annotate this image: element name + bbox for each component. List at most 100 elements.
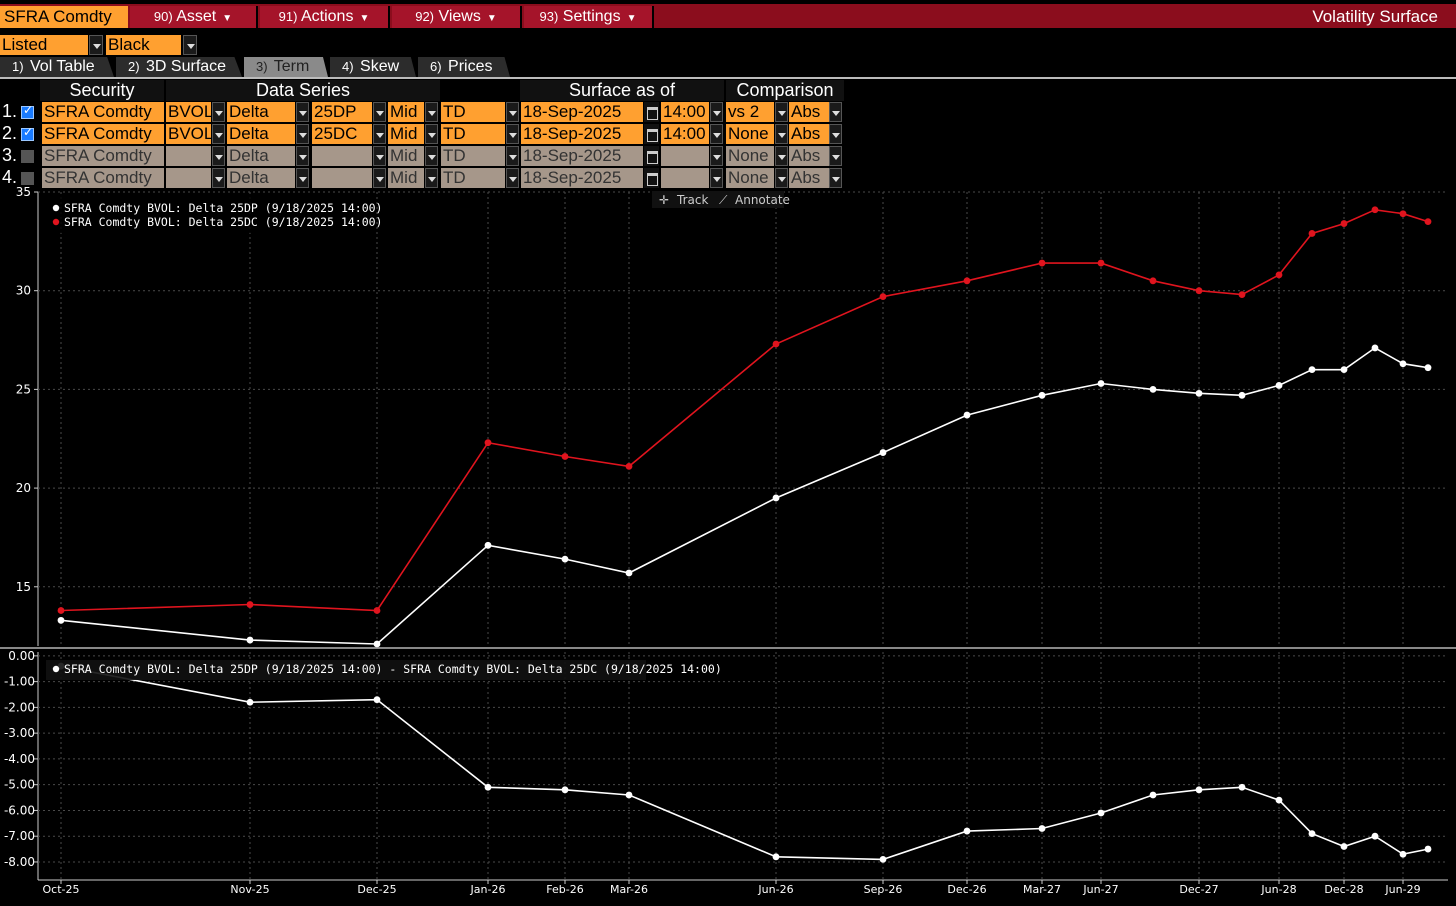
cell-security[interactable]: SFRA Comdty xyxy=(42,102,164,122)
cell-security[interactable]: SFRA Comdty xyxy=(42,146,164,166)
cell-source[interactable] xyxy=(166,168,211,188)
cell-date[interactable]: 18-Sep-2025 xyxy=(521,102,643,122)
row-checkbox[interactable] xyxy=(21,125,34,141)
cell-time[interactable]: 14:00 xyxy=(661,124,709,144)
listed-dropdown-arrow-icon[interactable] xyxy=(89,35,103,55)
cell-rel[interactable]: TD xyxy=(441,146,505,166)
settings-menu[interactable]: 93) Settings ▼ xyxy=(524,6,654,28)
cell-time[interactable]: 14:00 xyxy=(661,102,709,122)
dropdown-arrow-icon[interactable] xyxy=(425,146,438,166)
dropdown-arrow-icon[interactable] xyxy=(829,146,842,166)
asset-menu[interactable]: 90) Asset ▼ xyxy=(130,6,258,28)
model-dropdown[interactable]: Black xyxy=(106,35,181,55)
cell-side[interactable]: Mid xyxy=(388,168,424,188)
cell-time[interactable] xyxy=(661,168,709,188)
dropdown-arrow-icon[interactable] xyxy=(775,124,788,144)
dropdown-arrow-icon[interactable] xyxy=(506,124,519,144)
calendar-icon[interactable] xyxy=(644,146,659,166)
cell-mode[interactable]: Abs xyxy=(789,146,829,166)
dropdown-arrow-icon[interactable] xyxy=(296,146,309,166)
model-dropdown-arrow-icon[interactable] xyxy=(183,35,197,55)
dropdown-arrow-icon[interactable] xyxy=(425,102,438,122)
cell-type[interactable]: Delta xyxy=(227,168,295,188)
cell-source[interactable]: BVOL xyxy=(166,102,211,122)
dropdown-arrow-icon[interactable] xyxy=(425,124,438,144)
cell-side[interactable]: Mid xyxy=(388,102,424,122)
cell-date[interactable]: 18-Sep-2025 xyxy=(521,124,643,144)
dropdown-arrow-icon[interactable] xyxy=(212,124,225,144)
tab-skew[interactable]: 4) Skew xyxy=(330,57,416,77)
cell-point[interactable]: 25DC xyxy=(312,124,372,144)
series-spread-point xyxy=(1195,786,1203,794)
dropdown-arrow-icon[interactable] xyxy=(775,146,788,166)
actions-menu[interactable]: 91) Actions ▼ xyxy=(260,6,390,28)
dropdown-arrow-icon[interactable] xyxy=(829,168,842,188)
tab-3d-surface[interactable]: 2) 3D Surface xyxy=(116,57,242,77)
dropdown-arrow-icon[interactable] xyxy=(373,146,386,166)
cell-compare[interactable]: None xyxy=(726,146,774,166)
calendar-icon[interactable] xyxy=(644,124,659,144)
dropdown-arrow-icon[interactable] xyxy=(710,168,723,188)
dropdown-arrow-icon[interactable] xyxy=(506,102,519,122)
security-ticker[interactable]: SFRA Comdty xyxy=(0,6,128,28)
dropdown-arrow-icon[interactable] xyxy=(212,102,225,122)
tab-vol-table[interactable]: 1) Vol Table xyxy=(0,57,114,77)
dropdown-arrow-icon[interactable] xyxy=(775,168,788,188)
tab-prices[interactable]: 6) Prices xyxy=(418,57,510,77)
dropdown-arrow-icon[interactable] xyxy=(296,168,309,188)
dropdown-arrow-icon[interactable] xyxy=(710,124,723,144)
dropdown-arrow-icon[interactable] xyxy=(212,146,225,166)
listed-dropdown[interactable]: Listed xyxy=(0,35,88,55)
cell-compare[interactable]: vs 2 xyxy=(726,102,774,122)
dropdown-arrow-icon[interactable] xyxy=(506,168,519,188)
cell-source[interactable] xyxy=(166,146,211,166)
row-checkbox[interactable] xyxy=(21,172,34,185)
cell-type[interactable]: Delta xyxy=(227,124,295,144)
cell-rel[interactable]: TD xyxy=(441,124,505,144)
annotate-button[interactable]: Annotate xyxy=(735,193,790,207)
cell-date[interactable]: 18-Sep-2025 xyxy=(521,146,643,166)
cell-security[interactable]: SFRA Comdty xyxy=(42,124,164,144)
row-checkbox[interactable] xyxy=(21,103,34,119)
cell-time[interactable] xyxy=(661,146,709,166)
cell-source[interactable]: BVOL xyxy=(166,124,211,144)
cell-date[interactable]: 18-Sep-2025 xyxy=(521,168,643,188)
calendar-icon[interactable] xyxy=(644,168,659,188)
dropdown-arrow-icon[interactable] xyxy=(373,102,386,122)
series-25dp-point xyxy=(625,569,633,577)
cell-type[interactable]: Delta xyxy=(227,146,295,166)
cell-mode[interactable]: Abs xyxy=(789,102,829,122)
cell-mode[interactable]: Abs xyxy=(789,124,829,144)
dropdown-arrow-icon[interactable] xyxy=(829,102,842,122)
dropdown-arrow-icon[interactable] xyxy=(710,146,723,166)
row-checkbox[interactable] xyxy=(21,150,34,163)
cell-compare[interactable]: None xyxy=(726,124,774,144)
dropdown-arrow-icon[interactable] xyxy=(373,168,386,188)
dropdown-arrow-icon[interactable] xyxy=(506,146,519,166)
tab-term[interactable]: 3) Term xyxy=(244,57,328,77)
cell-mode[interactable]: Abs xyxy=(789,168,829,188)
dropdown-arrow-icon[interactable] xyxy=(425,168,438,188)
dropdown-arrow-icon[interactable] xyxy=(373,124,386,144)
cell-point[interactable] xyxy=(312,146,372,166)
dropdown-arrow-icon[interactable] xyxy=(775,102,788,122)
cell-security[interactable]: SFRA Comdty xyxy=(42,168,164,188)
series-25dc-point xyxy=(1149,277,1157,285)
dropdown-arrow-icon[interactable] xyxy=(296,102,309,122)
cell-type[interactable]: Delta xyxy=(227,102,295,122)
views-menu[interactable]: 92) Views ▼ xyxy=(392,6,522,28)
track-button[interactable]: Track xyxy=(676,193,708,207)
dropdown-arrow-icon[interactable] xyxy=(710,102,723,122)
cell-point[interactable] xyxy=(312,168,372,188)
cell-point[interactable]: 25DP xyxy=(312,102,372,122)
calendar-icon[interactable] xyxy=(644,102,659,122)
cell-rel[interactable]: TD xyxy=(441,102,505,122)
dropdown-arrow-icon[interactable] xyxy=(212,168,225,188)
cell-rel[interactable]: TD xyxy=(441,168,505,188)
dropdown-arrow-icon[interactable] xyxy=(829,124,842,144)
cell-side[interactable]: Mid xyxy=(388,124,424,144)
cell-compare[interactable]: None xyxy=(726,168,774,188)
dropdown-arrow-icon[interactable] xyxy=(296,124,309,144)
cell-side[interactable]: Mid xyxy=(388,146,424,166)
